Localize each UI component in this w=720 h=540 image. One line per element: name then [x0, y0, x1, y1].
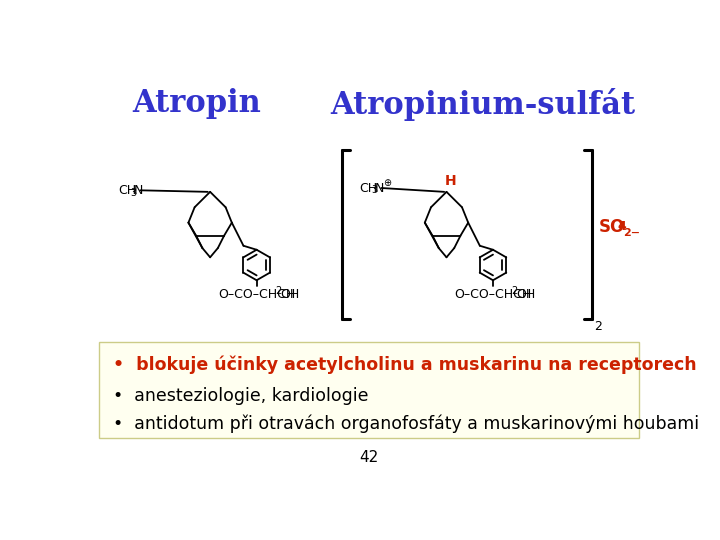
Text: Atropinium-sulfát: Atropinium-sulfát	[330, 88, 635, 121]
Text: H: H	[445, 174, 456, 188]
Text: •  blokuje účinky acetylcholinu a muskarinu na receptorech: • blokuje účinky acetylcholinu a muskari…	[113, 356, 697, 374]
Text: CH: CH	[119, 184, 137, 197]
Text: 2−: 2−	[624, 228, 640, 238]
FancyBboxPatch shape	[99, 342, 639, 438]
Text: SO: SO	[599, 218, 626, 235]
Text: O–CO–CHCH: O–CO–CHCH	[454, 288, 531, 301]
Text: •  anesteziologie, kardiologie: • anesteziologie, kardiologie	[113, 387, 369, 404]
Text: 3: 3	[372, 185, 377, 195]
Text: 2: 2	[275, 286, 282, 295]
Text: Atropin: Atropin	[132, 88, 261, 119]
Text: N: N	[134, 184, 143, 197]
Text: ⊕: ⊕	[383, 178, 391, 188]
Text: OH: OH	[516, 288, 536, 301]
Text: CH: CH	[360, 181, 378, 194]
Text: 42: 42	[359, 450, 379, 465]
Text: OH: OH	[280, 288, 299, 301]
Text: 2: 2	[512, 286, 518, 295]
Text: 2: 2	[594, 320, 602, 333]
Text: N: N	[375, 181, 384, 194]
Text: O–CO–CHCH: O–CO–CHCH	[218, 288, 295, 301]
Text: •  antidotum při otravách organofosfáty a muskarinovými houbami: • antidotum při otravách organofosfáty a…	[113, 414, 699, 433]
Text: 4: 4	[618, 220, 626, 233]
Text: 3: 3	[130, 187, 136, 198]
